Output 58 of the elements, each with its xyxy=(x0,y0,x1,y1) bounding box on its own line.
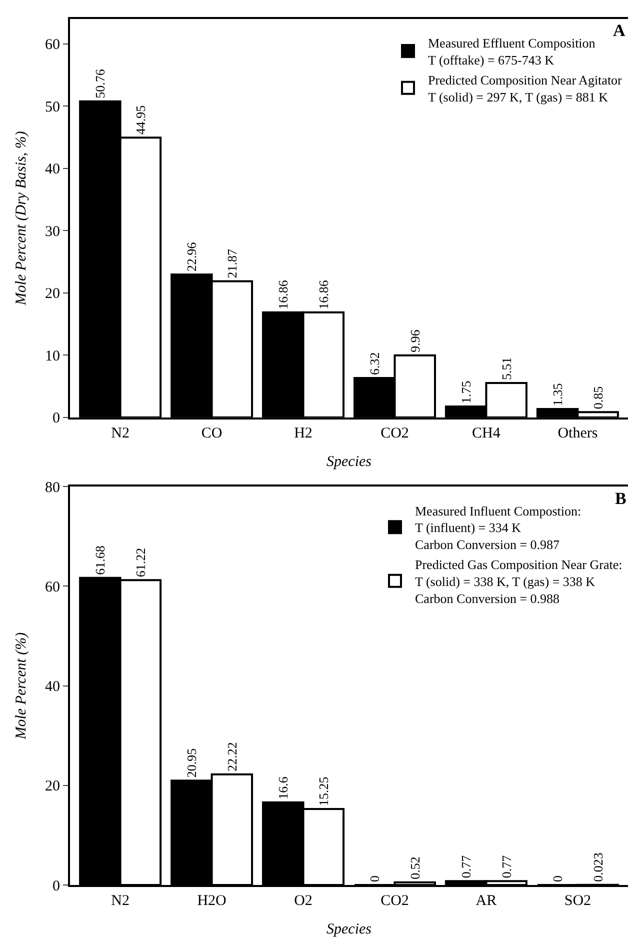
y-tick-label: 40 xyxy=(45,679,60,696)
y-tick-label: 10 xyxy=(45,348,60,364)
legend-label: Predicted Gas Composition Near Grate: T (solid) = 338 K, T (gas) = 338 K Carbon Conversion = 0.988 xyxy=(415,557,622,606)
y-tick-label: 40 xyxy=(45,162,60,178)
legend-label: Predicted Composition Near Agitator T (solid) = 297 K, T (gas) = 881 K xyxy=(428,72,623,104)
annotation: B xyxy=(615,489,626,508)
data-label: 20.95 xyxy=(184,748,200,778)
data-label: 0.52 xyxy=(407,856,422,880)
legend-label: Measured Effluent Composition T (offtake) = 675-743 K xyxy=(428,36,596,68)
data-label: 16.86 xyxy=(316,280,331,310)
data-label: 61.22 xyxy=(132,548,148,578)
y-tick-label: 30 xyxy=(45,224,60,240)
x-tick-label: CO2 xyxy=(380,893,409,909)
data-label: 6.32 xyxy=(367,352,382,376)
data-label: 5.51 xyxy=(498,357,514,380)
x-tick-label: Others xyxy=(558,425,598,442)
data-label: 0.023 xyxy=(590,852,606,882)
data-label: 0.77 xyxy=(458,854,474,878)
legend-label: Measured Influent Compostion: T (influent) = 334 K Carbon Conversion = 0.987 xyxy=(415,503,582,552)
x-tick-label: O2 xyxy=(294,893,312,909)
x-tick-label: AR xyxy=(476,893,497,909)
data-label: 0.77 xyxy=(498,854,514,878)
data-label: 22.96 xyxy=(184,242,200,272)
data-label: 9.96 xyxy=(407,329,422,352)
data-label: 1.35 xyxy=(550,383,566,406)
y-tick-label: 60 xyxy=(45,37,60,54)
y-tick-label: 20 xyxy=(45,778,60,795)
x-tick-label: N2 xyxy=(111,893,130,909)
y-tick-label: 0 xyxy=(52,878,60,894)
y-tick-label: 0 xyxy=(52,410,60,427)
data-label: 16.86 xyxy=(276,280,291,310)
data-label: 15.25 xyxy=(316,776,331,806)
x-tick-label: CO xyxy=(201,425,222,442)
y-axis-title: Mole Percent (Dry Basis, %) xyxy=(14,131,30,306)
x-tick-label: CH4 xyxy=(472,425,501,442)
x-tick-label: H2O xyxy=(197,893,227,909)
x-tick-label: N2 xyxy=(111,425,130,442)
y-axis-title: Mole Percent (%) xyxy=(14,632,30,740)
data-label: 0.85 xyxy=(590,386,606,410)
x-tick-label: H2 xyxy=(294,425,312,442)
data-label: 0 xyxy=(367,876,382,882)
y-tick-label: 50 xyxy=(45,99,60,116)
y-tick-label: 80 xyxy=(45,480,60,496)
data-label: 61.68 xyxy=(92,546,108,575)
data-label: 1.75 xyxy=(458,380,474,404)
data-label: 44.95 xyxy=(132,105,148,135)
data-label: 21.87 xyxy=(224,248,240,278)
y-tick-label: 20 xyxy=(45,286,60,302)
x-tick-label: CO2 xyxy=(380,425,409,442)
data-label: 22.22 xyxy=(224,742,240,772)
data-label: 16.6 xyxy=(276,776,291,800)
y-tick-label: 60 xyxy=(45,579,60,596)
x-axis-title: Species xyxy=(326,454,372,470)
x-axis-title: Species xyxy=(326,922,372,938)
data-label: 0 xyxy=(550,876,566,882)
data-label: 50.76 xyxy=(92,68,108,98)
x-tick-label: SO2 xyxy=(564,893,592,909)
annotation: A xyxy=(613,21,626,40)
